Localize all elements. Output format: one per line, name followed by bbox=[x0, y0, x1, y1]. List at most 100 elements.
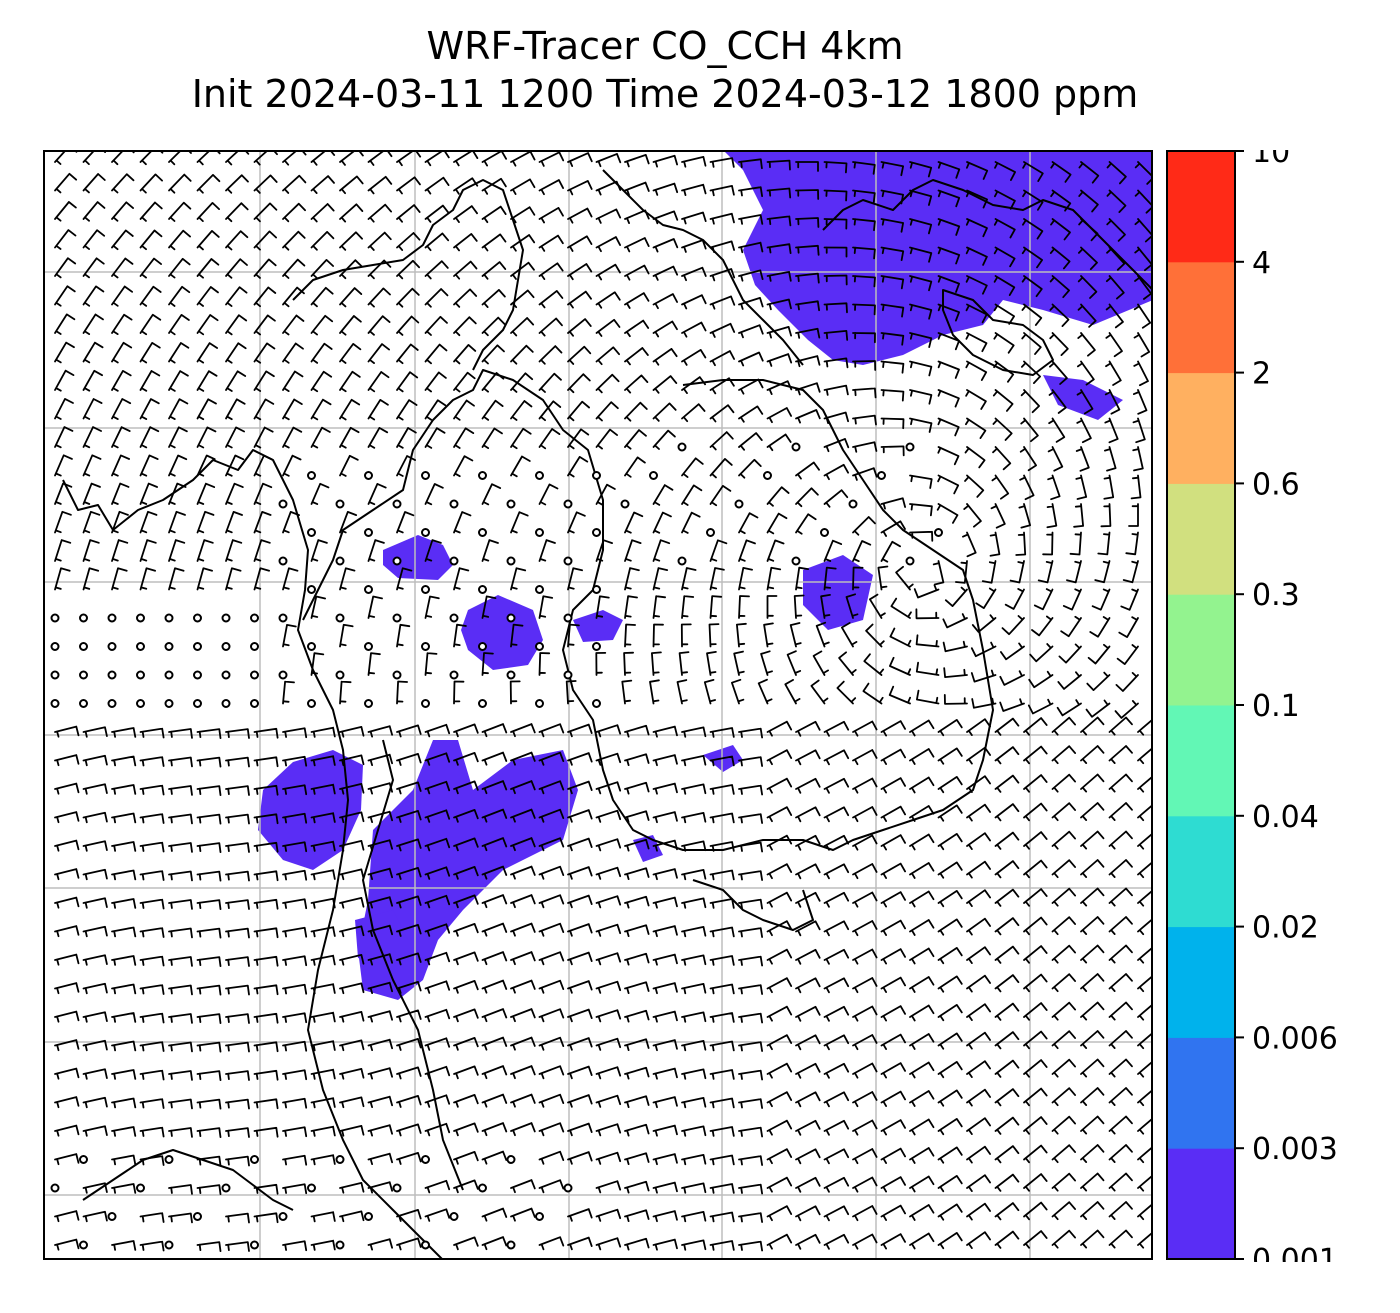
wind-barb bbox=[795, 566, 809, 591]
wind-barb bbox=[567, 207, 593, 224]
wind-barb bbox=[253, 482, 273, 505]
wind-barb bbox=[282, 812, 308, 824]
wind-barb bbox=[82, 482, 101, 505]
wind-barb bbox=[909, 530, 934, 542]
wind-barb bbox=[652, 402, 677, 422]
wind-barb bbox=[965, 360, 988, 381]
wind-barb bbox=[738, 955, 763, 967]
wind-barb bbox=[282, 314, 305, 336]
calm-wind-marker bbox=[734, 499, 744, 509]
wind-barb bbox=[909, 246, 933, 263]
wind-barb bbox=[168, 842, 193, 853]
wind-barb bbox=[1023, 1230, 1048, 1249]
wind-barb bbox=[453, 1122, 479, 1137]
wind-barb bbox=[54, 1153, 80, 1166]
calm-wind-marker bbox=[335, 1155, 345, 1164]
colorbar-tick-label: 4 bbox=[1252, 246, 1271, 281]
wind-barb bbox=[510, 317, 535, 337]
wind-barb bbox=[681, 484, 703, 506]
wind-barb bbox=[1137, 917, 1153, 936]
wind-barb bbox=[652, 238, 679, 253]
wind-barb bbox=[624, 1009, 650, 1023]
wind-barb bbox=[971, 614, 997, 633]
wind-barb bbox=[367, 725, 393, 738]
wind-barb bbox=[1091, 588, 1111, 611]
wind-barb bbox=[994, 746, 1020, 765]
calm-wind-marker bbox=[421, 1155, 430, 1164]
calm-wind-marker bbox=[193, 670, 202, 680]
wind-barb bbox=[852, 566, 864, 591]
wind-barb bbox=[139, 756, 165, 767]
wind-barb bbox=[111, 898, 137, 909]
wind-barb bbox=[54, 1010, 80, 1023]
wind-barb bbox=[937, 1061, 963, 1079]
wind-barb bbox=[538, 151, 565, 167]
wind-barb bbox=[1023, 916, 1048, 936]
wind-barb bbox=[738, 241, 764, 254]
wind-barb bbox=[909, 360, 933, 377]
wind-barb bbox=[1087, 643, 1111, 665]
wind-barb bbox=[766, 159, 791, 171]
wind-barb bbox=[1073, 503, 1084, 528]
wind-barb bbox=[880, 919, 906, 936]
wind-barb bbox=[139, 454, 159, 477]
wind-barb bbox=[481, 261, 507, 280]
wind-barb bbox=[339, 1182, 365, 1194]
colorbar-tick-label: 0.6 bbox=[1252, 467, 1300, 502]
wind-barb bbox=[738, 351, 764, 367]
wind-barb bbox=[1080, 1001, 1105, 1021]
wind-barb bbox=[909, 719, 935, 737]
wind-barb bbox=[54, 982, 80, 995]
wind-barb bbox=[168, 1127, 193, 1138]
wind-barb bbox=[168, 567, 185, 591]
wind-barb bbox=[424, 260, 449, 280]
wind-barb bbox=[1080, 716, 1105, 736]
wind-barb bbox=[1004, 588, 1025, 610]
wind-barb bbox=[681, 983, 707, 995]
wind-barb bbox=[339, 783, 365, 795]
wind-barb bbox=[282, 567, 299, 591]
wind-barb bbox=[1080, 1229, 1105, 1249]
wind-barb bbox=[766, 215, 792, 227]
wind-barb bbox=[367, 175, 393, 195]
wind-barb bbox=[652, 839, 678, 852]
wind-barb bbox=[1108, 1172, 1133, 1192]
calm-wind-marker bbox=[934, 528, 943, 537]
wind-barb bbox=[852, 1005, 878, 1022]
calm-wind-markers bbox=[50, 442, 943, 1250]
wind-barb bbox=[624, 895, 650, 909]
wind-barb bbox=[453, 177, 479, 195]
wind-barb bbox=[624, 1180, 650, 1194]
wind-barb bbox=[196, 927, 222, 939]
wind-barb bbox=[253, 870, 279, 882]
wind-barb bbox=[624, 838, 650, 852]
wind-barb bbox=[795, 891, 821, 908]
wind-barb bbox=[282, 955, 308, 967]
wind-barb bbox=[1108, 1144, 1133, 1163]
wind-barb bbox=[880, 1233, 906, 1250]
figure-title: WRF-Tracer CO_CCH 4km Init 2024-03-11 12… bbox=[0, 22, 1330, 118]
wind-barb bbox=[453, 1094, 479, 1108]
wind-barb bbox=[396, 981, 422, 994]
calm-wind-marker bbox=[79, 1240, 88, 1250]
calm-wind-marker bbox=[478, 699, 487, 708]
wind-barb bbox=[652, 1238, 678, 1251]
wind-barb bbox=[1021, 246, 1043, 269]
wind-barb bbox=[1118, 616, 1139, 638]
wind-barb bbox=[481, 1036, 508, 1051]
wind-barb bbox=[993, 246, 1016, 268]
wind-barb bbox=[880, 246, 905, 261]
wind-barb bbox=[681, 211, 707, 225]
wind-barb bbox=[253, 784, 279, 796]
wind-barb bbox=[1137, 888, 1153, 907]
wind-barb bbox=[991, 474, 1010, 500]
calm-wind-marker bbox=[592, 642, 601, 651]
wind-barb bbox=[1103, 474, 1115, 500]
calm-wind-marker bbox=[307, 1183, 316, 1193]
wind-barb bbox=[652, 811, 678, 824]
wind-barb bbox=[1075, 474, 1088, 500]
wind-barb bbox=[253, 567, 270, 591]
wind-barb bbox=[852, 161, 876, 175]
wind-barb bbox=[965, 417, 987, 439]
wind-barb bbox=[339, 1210, 365, 1223]
